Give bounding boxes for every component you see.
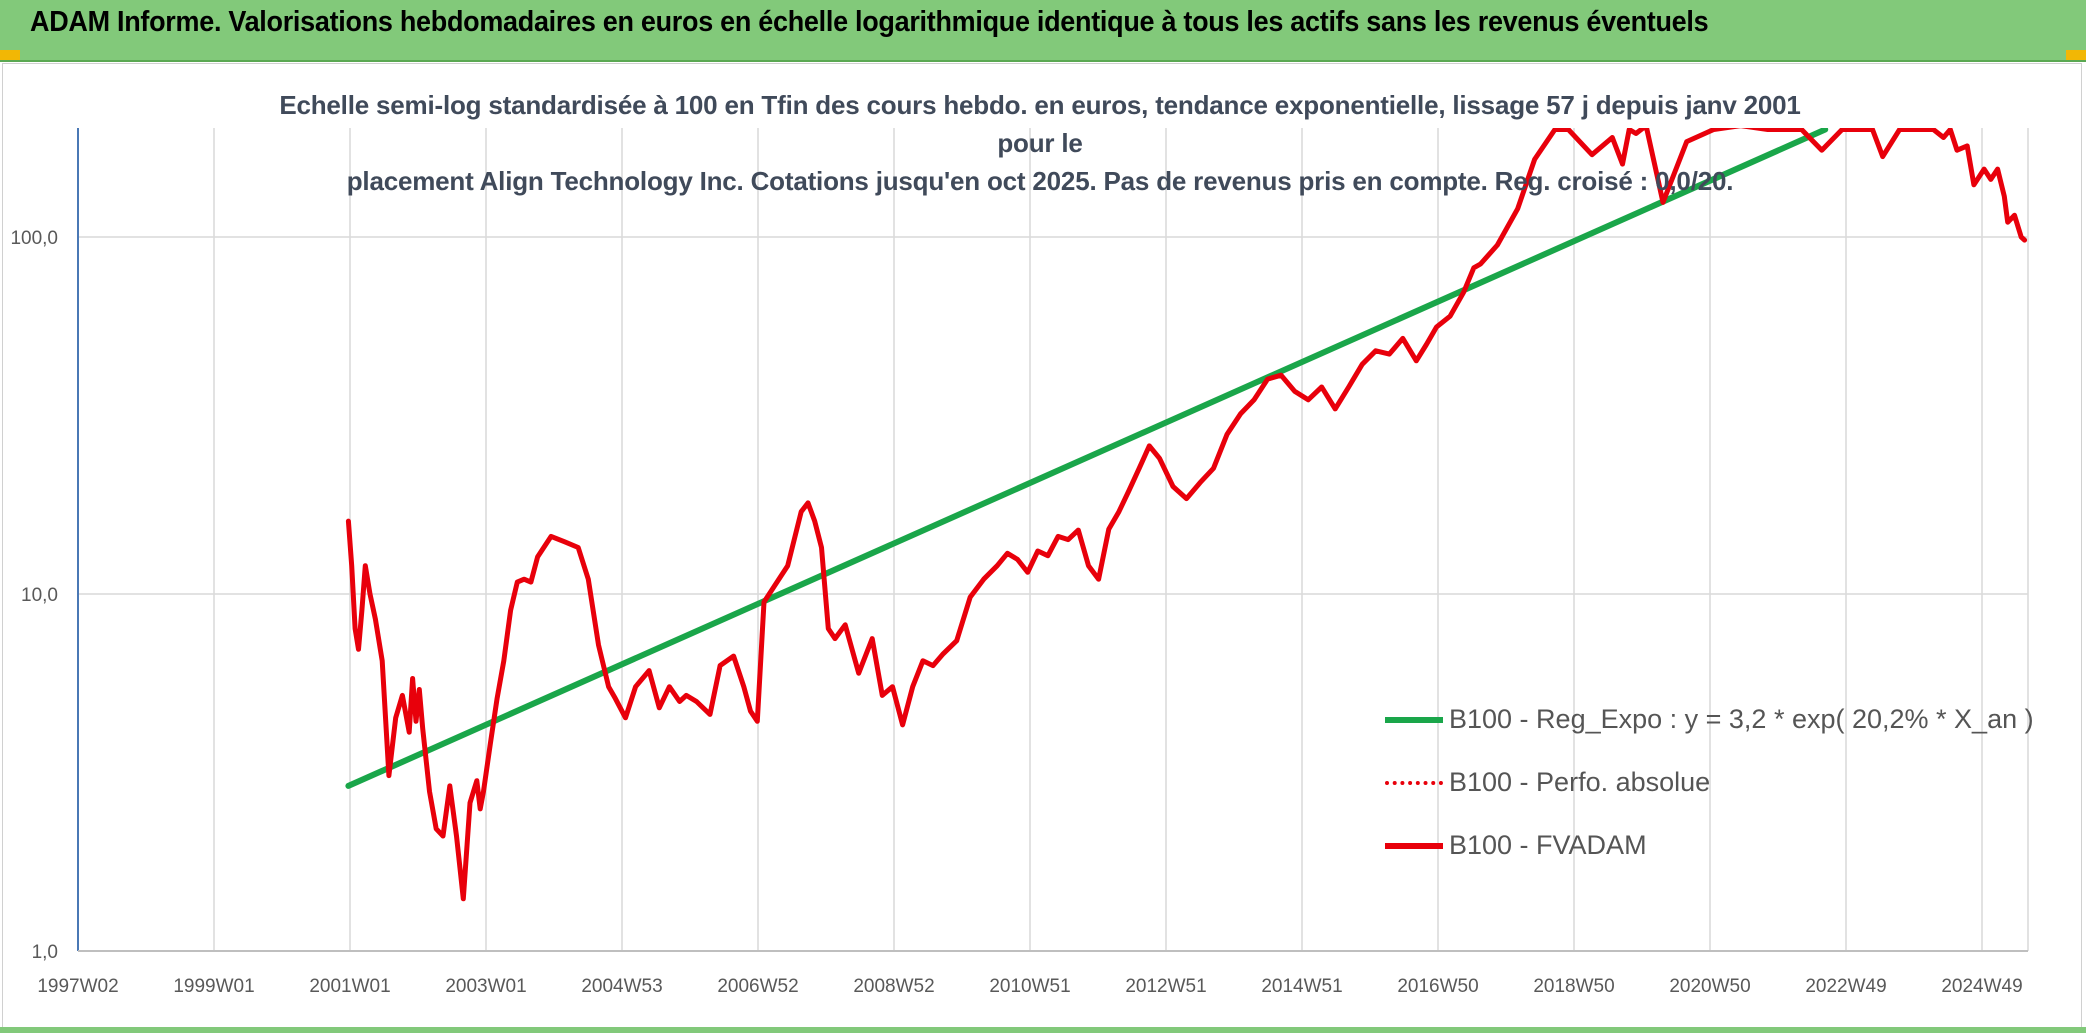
y-tick-label: 1,0 (32, 942, 58, 963)
header-banner: ADAM Informe. Valorisations hebdomadaire… (0, 0, 2086, 62)
chart-subtitle-line-2: placement Align Technology Inc. Cotation… (346, 166, 1734, 196)
corner-marker-left (0, 50, 20, 60)
x-tick-label: 2004W53 (581, 976, 662, 997)
x-tick-label: 2008W52 (853, 976, 934, 997)
x-tick-label: 2006W52 (717, 976, 798, 997)
x-tick-label: 2024W49 (1941, 976, 2022, 997)
x-tick-label: 2003W01 (445, 976, 526, 997)
bottom-band (0, 1027, 2086, 1033)
x-tick-label: 2020W50 (1669, 976, 1750, 997)
legend-label-trend: B100 - Reg_Expo : y = 3,2 * exp( 20,2% *… (1449, 704, 2034, 734)
legend-label-perfo: B100 - Perfo. absolue (1449, 767, 1711, 797)
x-tick-label: 2010W51 (989, 976, 1070, 997)
legend-label-fvadam: B100 - FVADAM (1449, 830, 1647, 860)
fvadam-series-line (345, 128, 2028, 902)
legend-swatch-trend (1385, 716, 1443, 723)
legend-item-trend: B100 - Reg_Expo : y = 3,2 * exp( 20,2% *… (1385, 688, 2034, 751)
chart-subtitle-line-1: Echelle semi-log standardisée à 100 en T… (279, 90, 1801, 158)
legend-swatch-perfo (1385, 780, 1443, 785)
x-tick-label: 2012W51 (1125, 976, 1206, 997)
x-tick-label: 2001W01 (309, 976, 390, 997)
y-tick-label: 100,0 (10, 228, 58, 249)
chart-legend: B100 - Reg_Expo : y = 3,2 * exp( 20,2% *… (1385, 688, 2034, 877)
trend-series-line (345, 128, 1829, 789)
x-tick-label: 1999W01 (173, 976, 254, 997)
x-tick-label: 1997W02 (37, 976, 118, 997)
y-tick-label: 10,0 (21, 585, 58, 606)
report-title: ADAM Informe. Valorisations hebdomadaire… (30, 6, 1709, 38)
legend-item-perfo: B100 - Perfo. absolue (1385, 751, 2034, 814)
x-tick-label: 2014W51 (1261, 976, 1342, 997)
corner-marker-right (2066, 50, 2086, 60)
legend-swatch-fvadam (1385, 842, 1443, 849)
legend-item-fvadam: B100 - FVADAM (1385, 814, 2034, 877)
x-tick-label: 2016W50 (1397, 976, 1478, 997)
x-tick-label: 2018W50 (1533, 976, 1614, 997)
chart-subtitle: Echelle semi-log standardisée à 100 en T… (260, 86, 1820, 200)
x-tick-label: 2022W49 (1805, 976, 1886, 997)
